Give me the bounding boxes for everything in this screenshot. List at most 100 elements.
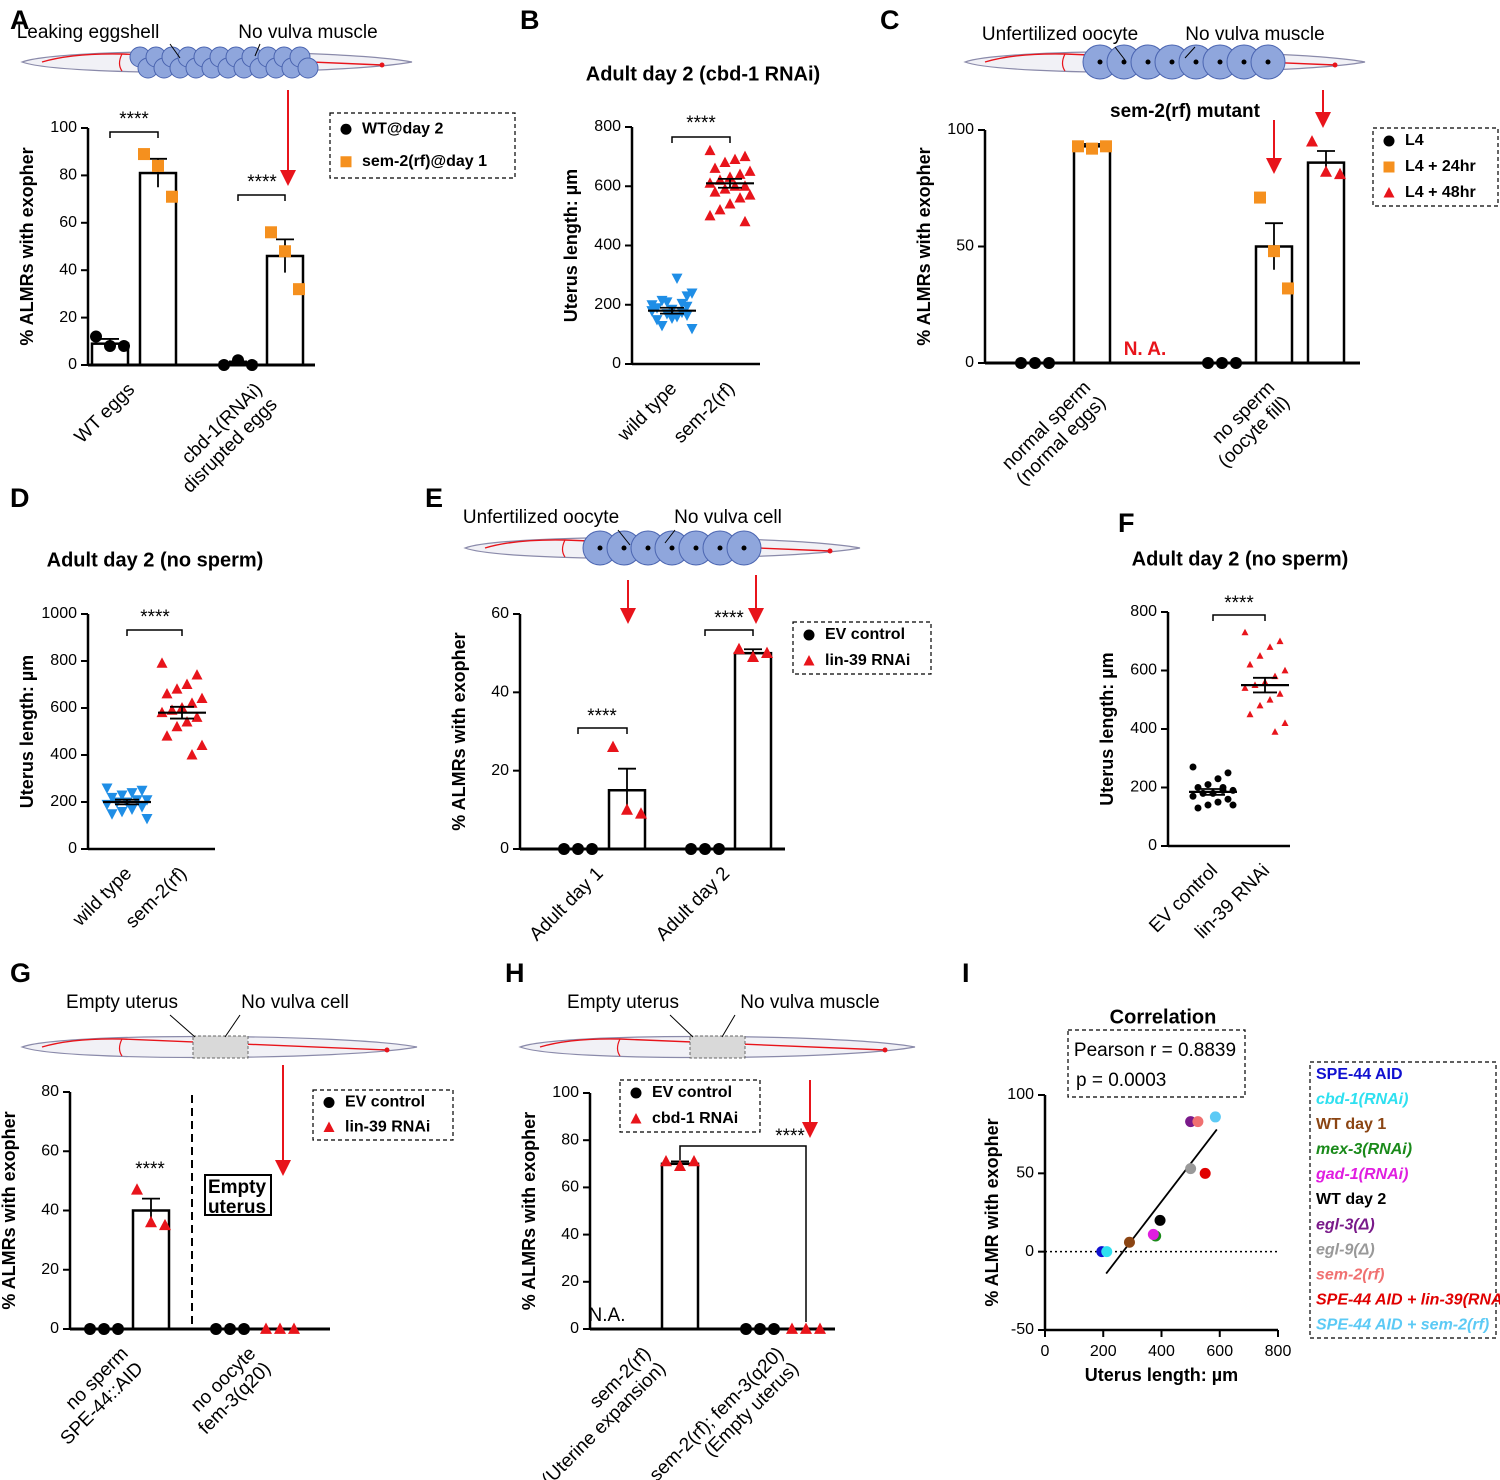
- data-point: [1246, 710, 1254, 718]
- data-point: [754, 1323, 766, 1335]
- significance-bracket: [1212, 614, 1266, 621]
- data-point: [1276, 637, 1284, 645]
- y-tick-label: 100: [552, 1084, 579, 1101]
- panel-letter: B: [520, 5, 540, 35]
- data-point: [681, 310, 693, 322]
- data-point: [145, 1215, 157, 1228]
- egg: [297, 57, 319, 79]
- chart-title: Adult day 2 (no sperm): [47, 549, 264, 571]
- legend-label: WT day 2: [1316, 1191, 1386, 1208]
- data-point: [699, 843, 711, 855]
- data-point: [621, 803, 633, 815]
- annotation: Unfertilized oocyte: [982, 24, 1138, 45]
- legend-marker: [630, 1113, 642, 1124]
- bar: [265, 254, 305, 367]
- data-point: [1204, 781, 1212, 789]
- y-tick-label: 600: [594, 177, 621, 194]
- data-point: [152, 159, 164, 172]
- data-point: [1199, 1167, 1211, 1179]
- data-point: [688, 1154, 700, 1167]
- worm-neuron: [379, 62, 385, 68]
- data-point: [681, 291, 693, 302]
- data-point: [674, 1159, 686, 1172]
- data-point: [90, 330, 102, 343]
- significance-bracket: [671, 136, 731, 143]
- data-point: [768, 1323, 780, 1335]
- worm-gut: [41, 53, 383, 66]
- legend-label: WT@day 2: [362, 120, 443, 137]
- worm-pharynx: [1061, 53, 1066, 72]
- leader-line: [224, 1014, 241, 1038]
- y-tick-label: 20: [41, 1261, 59, 1278]
- data-point: [666, 313, 678, 325]
- data-point: [709, 162, 721, 173]
- data-point: [1123, 1236, 1135, 1248]
- data-point: [1086, 142, 1098, 155]
- data-point: [656, 295, 668, 307]
- x-tick-label: sem-2(rf); fem-3(q20): [646, 1343, 789, 1480]
- data-point: [1281, 719, 1289, 726]
- data-point: [685, 843, 697, 855]
- panel-letter: C: [880, 5, 900, 35]
- data-point: [196, 739, 208, 751]
- worm-pharynx: [561, 539, 566, 558]
- data-point: [181, 678, 193, 689]
- data-point: [166, 190, 178, 203]
- nucleus: [717, 545, 723, 551]
- significance-bracket: [577, 727, 628, 734]
- y-tick-label: 60: [491, 605, 509, 622]
- legend-label: L4 + 48hr: [1405, 184, 1476, 201]
- data-point: [1276, 690, 1284, 697]
- error-bar: [718, 177, 742, 189]
- nucleus: [1217, 59, 1223, 65]
- x-tick-label: Adult day 2: [652, 863, 734, 945]
- data-point: [141, 813, 153, 825]
- nucleus: [1145, 59, 1151, 65]
- annotation: No vulva muscle: [238, 22, 377, 43]
- annotation: ****: [686, 113, 716, 134]
- annotation: ****: [714, 608, 744, 629]
- y-tick-label: 600: [50, 699, 77, 716]
- data-point: [1229, 801, 1237, 809]
- legend-box: [312, 1089, 454, 1141]
- data-point: [210, 1323, 222, 1335]
- data-point: [136, 785, 148, 797]
- data-point: [191, 711, 203, 722]
- y-tick-label: 800: [1130, 603, 1157, 620]
- x-tick-label: sem-2(rf): [122, 863, 191, 932]
- y-tick-label: 0: [1148, 837, 1157, 854]
- x-tick-label: wild type: [613, 378, 681, 446]
- x-axis-title: Uterus length: µm: [1085, 1365, 1238, 1385]
- data-point: [739, 215, 751, 227]
- annotation: No vulva muscle: [1185, 24, 1324, 45]
- legend-label: L4 + 24hr: [1405, 158, 1476, 175]
- y-tick-label: 100: [1007, 1086, 1034, 1103]
- y-tick-label: 20: [491, 762, 509, 779]
- data-point: [293, 283, 305, 296]
- data-point: [558, 843, 570, 855]
- x-tick-label: 400: [1148, 1343, 1175, 1360]
- legend-label: mex-3(RNAi): [1316, 1141, 1412, 1158]
- data-point: [1185, 1163, 1197, 1175]
- data-point: [1256, 652, 1264, 659]
- data-point: [704, 209, 716, 221]
- y-tick-label: 200: [594, 296, 621, 313]
- data-point: [1268, 245, 1280, 258]
- x-tick-label: 800: [1265, 1343, 1292, 1360]
- nucleus: [669, 545, 675, 551]
- data-point: [171, 683, 183, 694]
- error-bar: [170, 705, 194, 720]
- data-point: [1219, 784, 1227, 791]
- data-point: [98, 1323, 110, 1335]
- y-tick-label: 60: [59, 214, 77, 231]
- legend-label: SPE-44 AID + lin-39(RNAi): [1316, 1292, 1500, 1309]
- error-bar: [1253, 676, 1277, 694]
- annotation-box: [1067, 1029, 1246, 1098]
- y-tick-label: 40: [59, 261, 77, 278]
- y-tick-label: 60: [561, 1179, 579, 1196]
- data-point: [112, 1323, 124, 1335]
- data-point: [1254, 191, 1266, 204]
- data-point: [159, 1218, 171, 1231]
- data-point: [161, 730, 173, 741]
- data-point: [734, 192, 746, 203]
